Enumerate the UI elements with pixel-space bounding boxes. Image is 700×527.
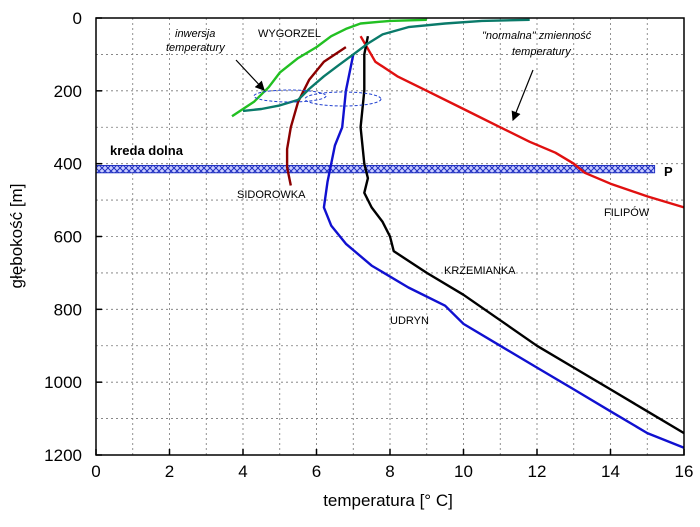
series-line-series-5: [242, 18, 530, 113]
annotation-krzemianka: KRZEMIANKA: [444, 265, 516, 277]
y-tick-label: 400: [54, 155, 82, 174]
annotation-kreda-dolna: kreda dolna: [110, 143, 184, 158]
y-tick-label: 800: [54, 300, 82, 319]
x-tick-label: 4: [238, 462, 247, 481]
grid: [96, 18, 684, 455]
annotation-udryn: UDRYN: [390, 315, 429, 327]
y-axis-title: głębokość [m]: [7, 184, 26, 289]
annotation-p: P: [664, 164, 673, 179]
y-tick-label: 1000: [44, 373, 82, 392]
annotation-temperatury-2: temperatury: [512, 46, 572, 58]
annotation-sidorowka: SIDOROWKA: [237, 189, 306, 201]
x-tick-label: 2: [165, 462, 174, 481]
arrow-inwersja: [235, 59, 265, 91]
kreda-dolna-layer: [95, 164, 656, 174]
x-tick-label: 12: [528, 462, 547, 481]
annotation-temperatury-1: temperatury: [166, 42, 226, 54]
x-tick-label: 0: [91, 462, 100, 481]
annotation-filipow: FILIPÓW: [604, 206, 650, 219]
y-tick-label: 0: [73, 9, 82, 28]
series-line-filip-w: [359, 35, 685, 209]
series-line-sidorowka: [285, 46, 347, 186]
series-line-udryn: [322, 54, 685, 449]
x-tick-label: 14: [601, 462, 620, 481]
x-axis-title: temperatura [° C]: [323, 491, 453, 510]
y-tick-label: 1200: [44, 446, 82, 465]
annotation-normalna: "normalna" zmienność: [482, 30, 592, 42]
x-tick-label: 16: [675, 462, 694, 481]
kreda-dolna-band: [95, 164, 656, 174]
x-tick-label: 6: [312, 462, 321, 481]
arrow-normalna: [511, 69, 534, 122]
y-tick-label: 200: [54, 82, 82, 101]
y-tick-label: 600: [54, 228, 82, 247]
x-tick-label: 8: [385, 462, 394, 481]
annotation-inwersja: inwersja: [175, 28, 215, 40]
inversion-marker-2: [304, 91, 382, 107]
inversion-marker-1: [253, 89, 327, 103]
series-line-krzemianka: [359, 35, 685, 435]
axis-ticks: 0 2 4 6 8 10 12 14 16 0 200 400 600 800 1000 1200: [44, 9, 693, 481]
x-tick-label: 10: [454, 462, 473, 481]
series-lines: [231, 18, 685, 449]
annotation-wygorzel: WYGORZEL: [258, 28, 321, 40]
